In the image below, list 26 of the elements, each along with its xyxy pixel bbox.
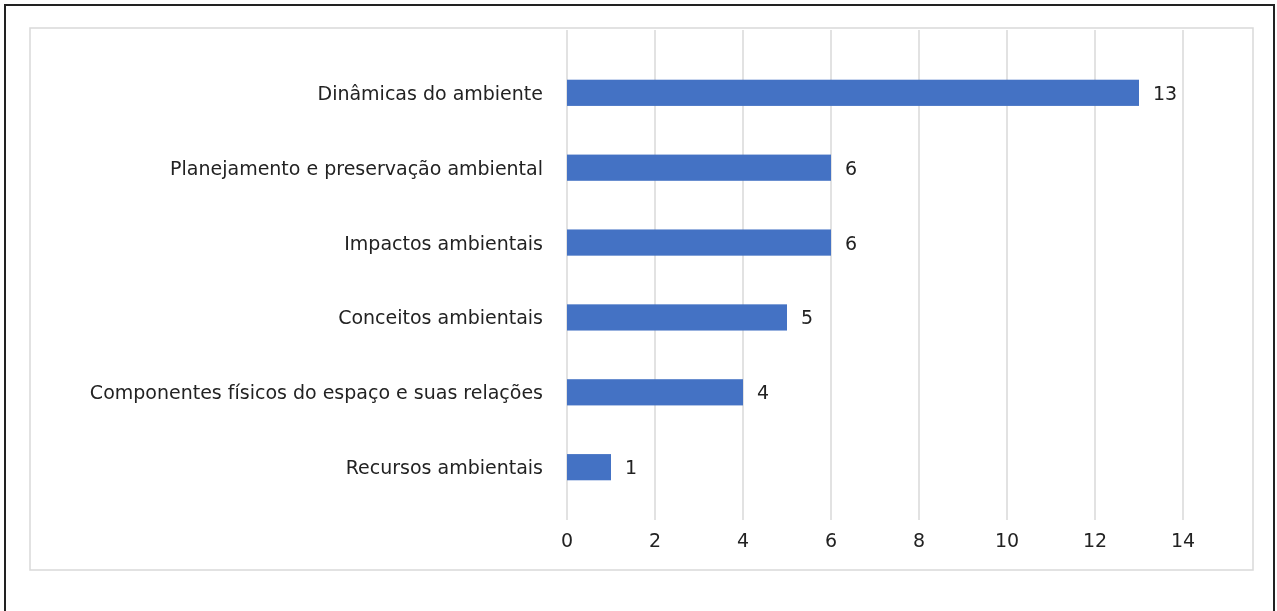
x-tick-label: 10 (994, 529, 1020, 551)
data-label: 6 (845, 156, 858, 179)
x-tick-label: 14 (1170, 529, 1196, 551)
data-label: 4 (757, 381, 770, 404)
bar (567, 154, 831, 181)
y-tick-label: Componentes físicos do espaço e suas relações (89, 381, 543, 404)
y-tick-label: Conceitos ambientais (338, 306, 543, 329)
x-tick-label: 8 (912, 529, 926, 551)
bar (567, 304, 787, 331)
data-label: 1 (625, 456, 638, 479)
data-label: 6 (845, 231, 858, 254)
x-tick-label: 0 (560, 529, 574, 551)
bar (567, 379, 743, 406)
bar (567, 79, 1139, 106)
x-tick-label: 12 (1082, 529, 1108, 551)
y-tick-label: Dinâmicas do ambiente (317, 81, 543, 104)
x-tick-label: 6 (824, 529, 838, 551)
x-tick-label: 4 (736, 529, 750, 551)
bar (567, 229, 831, 256)
bar (567, 454, 611, 481)
y-tick-label: Planejamento e preservação ambiental (170, 156, 543, 179)
y-tick-label: Recursos ambientais (345, 456, 543, 479)
data-label: 5 (801, 306, 814, 329)
x-tick-label: 2 (648, 529, 662, 551)
y-tick-label: Impactos ambientais (344, 231, 543, 254)
data-label: 13 (1153, 81, 1178, 104)
